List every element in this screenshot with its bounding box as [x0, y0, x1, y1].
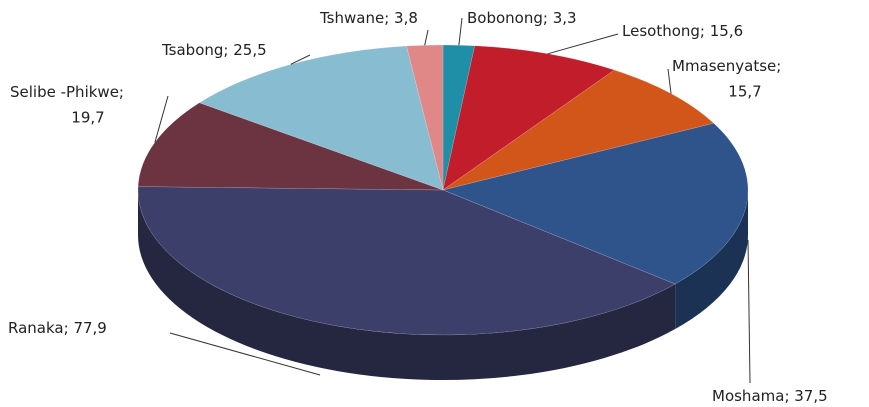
leader-line	[458, 17, 463, 46]
leader-line	[424, 29, 429, 46]
value-label: 77,9	[73, 319, 106, 337]
label-separator: ;	[700, 22, 710, 40]
slice-side	[675, 190, 748, 330]
value-label: 19,7	[71, 109, 104, 127]
data-label: Moshama; 37,5	[712, 387, 828, 405]
data-label: Ranaka; 77,9	[8, 319, 107, 337]
leader-line	[154, 95, 169, 143]
slice	[137, 186, 676, 336]
leader-line	[169, 332, 321, 376]
value-label: 15,7	[728, 83, 761, 101]
data-label: Tsabong; 25,5	[161, 41, 267, 59]
label-separator: ;	[223, 41, 233, 59]
label-separator: ;	[384, 9, 394, 27]
data-label: Bobonong; 3,3	[467, 9, 577, 27]
label-separator: ;	[776, 57, 781, 75]
value-label: 25,5	[233, 41, 266, 59]
data-label: Mmasenyatse;	[672, 57, 781, 75]
value-label: 3,3	[553, 9, 577, 27]
category-label: Bobonong	[467, 9, 543, 27]
slice	[137, 102, 444, 191]
category-label: Tshwane	[319, 9, 384, 27]
data-label: Lesothong; 15,6	[622, 22, 743, 40]
data-label: Tshwane; 3,8	[319, 9, 418, 27]
category-label: Moshama	[712, 387, 784, 405]
leader-line	[747, 239, 751, 384]
label-separator: ;	[64, 319, 74, 337]
leader-line	[667, 68, 672, 94]
category-label: Mmasenyatse	[672, 57, 776, 75]
leader-line	[547, 33, 619, 55]
slice	[442, 45, 615, 191]
value-label: 15,6	[710, 22, 743, 40]
category-label: Lesothong	[622, 22, 700, 40]
leader-line	[290, 54, 311, 65]
slice	[442, 69, 715, 191]
label-separator: ;	[119, 83, 124, 101]
slice	[442, 122, 749, 285]
label-separator: ;	[543, 9, 553, 27]
value-label: 3,8	[394, 9, 418, 27]
category-label: Ranaka	[8, 319, 64, 337]
label-separator: ;	[784, 387, 794, 405]
category-label: Tsabong	[161, 41, 223, 59]
value-label: 37,5	[794, 387, 827, 405]
slice-side	[138, 190, 676, 381]
data-label: Selibe -Phikwe;	[10, 83, 124, 101]
category-label: Selibe -Phikwe	[10, 83, 119, 101]
